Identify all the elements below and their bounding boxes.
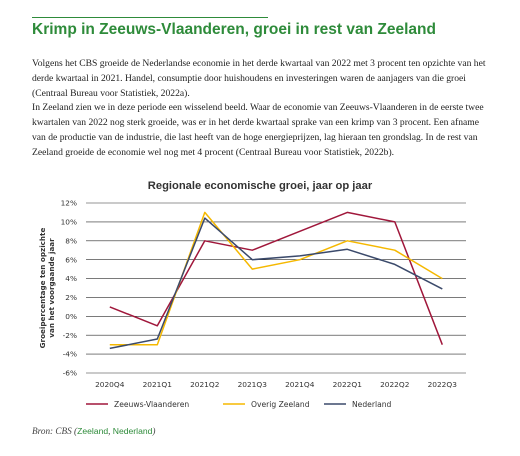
y-axis-label-line-1: Groeipercentage ten opzichte bbox=[38, 228, 47, 349]
source-separator: , bbox=[108, 426, 113, 436]
x-tick-label: 2022Q3 bbox=[428, 380, 458, 389]
x-tick-label: 2022Q2 bbox=[380, 380, 409, 389]
y-tick-label: 2% bbox=[65, 293, 77, 302]
heading-rule bbox=[32, 17, 268, 18]
y-tick-label: 0% bbox=[65, 312, 77, 321]
x-tick-label: 2020Q4 bbox=[95, 380, 125, 389]
legend-label-1: Zeeuws-Vlaanderen bbox=[114, 400, 189, 409]
source-note: Bron: CBS (Zeeland, Nederland) bbox=[32, 426, 155, 436]
source-link-nederland[interactable]: Nederland bbox=[112, 426, 153, 436]
y-axis-label-line-2: van het voorgaande jaar bbox=[47, 238, 56, 338]
page-title: Krimp in Zeeuws-Vlaanderen, groei in res… bbox=[32, 21, 436, 38]
source-prefix: Bron: CBS ( bbox=[32, 426, 78, 436]
y-tick-label: 12% bbox=[61, 199, 77, 208]
paragraph-1: Volgens het CBS groeide de Nederlandse e… bbox=[32, 58, 486, 99]
y-tick-label: 8% bbox=[65, 236, 77, 245]
x-tick-label: 2021Q1 bbox=[143, 380, 173, 389]
legend-label-3: Nederland bbox=[352, 400, 392, 409]
x-tick-label: 2021Q2 bbox=[190, 380, 219, 389]
source-link-zeeland[interactable]: Zeeland bbox=[77, 426, 109, 436]
x-tick-label: 2021Q4 bbox=[285, 380, 315, 389]
x-tick-label: 2022Q1 bbox=[333, 380, 363, 389]
series-line-2 bbox=[109, 211, 443, 346]
series-line-1 bbox=[109, 211, 443, 345]
y-tick-label: 10% bbox=[61, 217, 77, 226]
series-line-3 bbox=[109, 217, 443, 350]
chart-title: Regionale economische groei, jaar op jaa… bbox=[147, 180, 373, 192]
body-text: Volgens het CBS groeide de Nederlandse e… bbox=[32, 57, 487, 161]
y-tick-label: -4% bbox=[63, 350, 77, 359]
y-tick-label: 6% bbox=[65, 255, 77, 264]
y-tick-label: -2% bbox=[63, 331, 77, 340]
paragraph-2: In Zeeland zien we in deze periode een w… bbox=[32, 102, 484, 158]
y-tick-label: 4% bbox=[65, 274, 77, 283]
x-tick-label: 2021Q3 bbox=[238, 380, 268, 389]
source-suffix: ) bbox=[152, 426, 156, 436]
y-tick-label: -6% bbox=[63, 369, 77, 378]
legend-label-2: Overig Zeeland bbox=[251, 400, 310, 409]
